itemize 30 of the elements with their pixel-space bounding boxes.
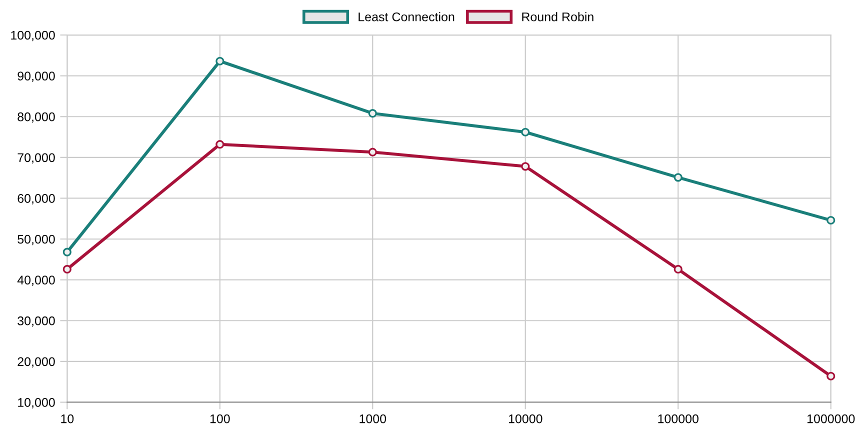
x-tick-label: 10 bbox=[61, 414, 74, 424]
point bbox=[368, 109, 377, 118]
point bbox=[826, 372, 836, 380]
legend-label: Least Connection bbox=[358, 12, 454, 22]
point bbox=[216, 56, 224, 66]
point bbox=[826, 216, 836, 225]
point bbox=[521, 162, 530, 171]
y-tick-label: 60,000 bbox=[18, 194, 55, 204]
point bbox=[521, 128, 530, 136]
point bbox=[62, 248, 72, 256]
y-tick-label: 100,000 bbox=[11, 30, 55, 42]
point bbox=[62, 264, 72, 274]
point bbox=[368, 148, 377, 156]
y-tick-label: 90,000 bbox=[18, 72, 55, 82]
x-tick-label: 100 bbox=[210, 414, 230, 424]
x-tick-label: 10000 bbox=[508, 414, 542, 424]
y-tick-label: 80,000 bbox=[18, 112, 55, 123]
x-tick-label: 1000000 bbox=[807, 414, 855, 424]
x-tick-label: 1000 bbox=[360, 414, 386, 424]
point bbox=[674, 264, 682, 274]
y-tick-label: 30,000 bbox=[18, 316, 55, 327]
y-tick-label: 10,000 bbox=[18, 398, 55, 408]
y-tick-label: 50,000 bbox=[18, 234, 55, 246]
x-tick-label: 100000 bbox=[658, 414, 698, 424]
legend-label: Round Robin bbox=[522, 12, 594, 22]
y-tick-label: 20,000 bbox=[18, 357, 55, 368]
point bbox=[216, 140, 224, 149]
y-tick-label: 40,000 bbox=[17, 276, 55, 286]
y-tick-label: 70,000 bbox=[18, 153, 55, 164]
point bbox=[674, 173, 682, 182]
